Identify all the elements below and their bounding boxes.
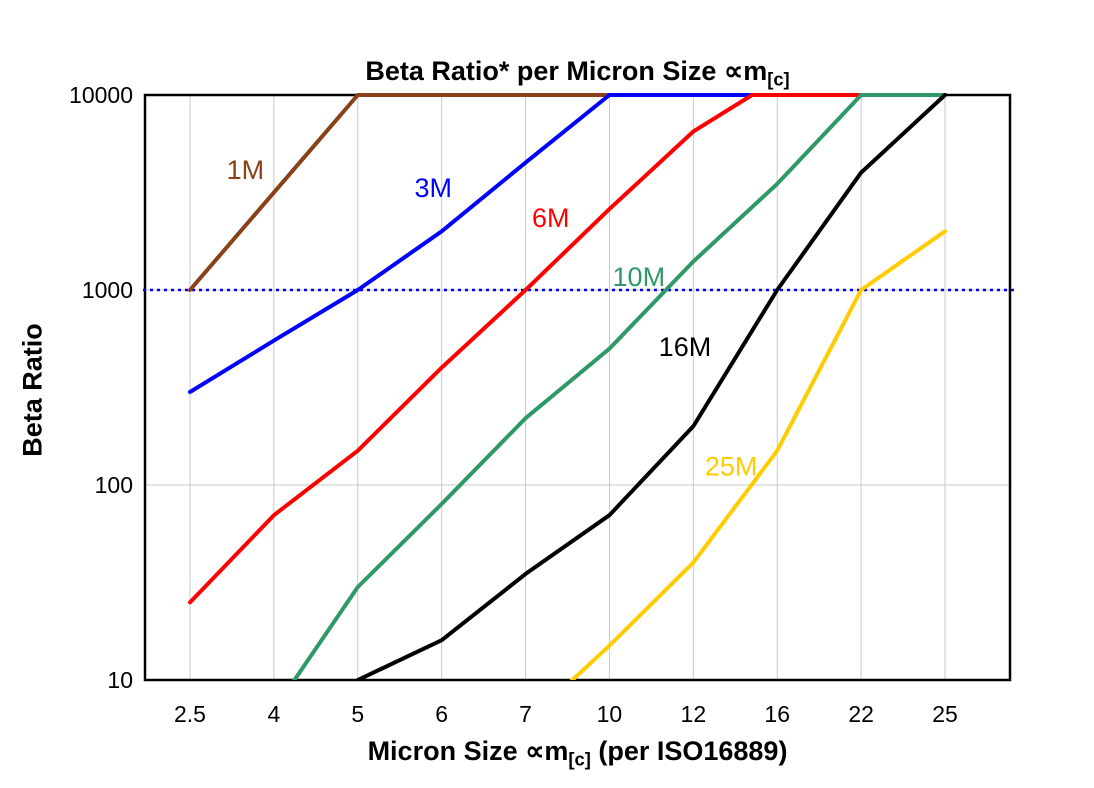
series-line-3M bbox=[188, 93, 947, 394]
x-axis-title-suffix: (per ISO16889) bbox=[590, 736, 788, 766]
x-tick-label-12: 12 bbox=[681, 701, 707, 727]
chart-title-text: Beta Ratio* per Micron Size ∝m bbox=[365, 56, 768, 86]
series-label-16M: 16M bbox=[659, 332, 712, 362]
x-tick-label-2.5: 2.5 bbox=[174, 701, 206, 727]
series-label-1M: 1M bbox=[227, 155, 265, 185]
series-label-10M: 10M bbox=[613, 262, 666, 292]
chart-title-subscript: [c] bbox=[767, 68, 790, 90]
x-tick-label-5: 5 bbox=[351, 701, 364, 727]
x-tick-label-10: 10 bbox=[597, 701, 623, 727]
y-tick-label-1000: 1000 bbox=[82, 277, 133, 303]
series-line-25M bbox=[569, 229, 947, 680]
series-label-6M: 6M bbox=[532, 203, 570, 233]
x-axis-title-subscript: [c] bbox=[568, 748, 591, 770]
y-tick-label-10: 10 bbox=[107, 667, 133, 693]
x-axis-title: Micron Size ∝m[c] (per ISO16889) bbox=[145, 736, 1010, 771]
plot-border bbox=[143, 93, 1012, 682]
chart-title: Beta Ratio* per Micron Size ∝m[c] bbox=[145, 56, 1010, 91]
series-line-6M bbox=[188, 93, 947, 605]
x-tick-label-6: 6 bbox=[435, 701, 448, 727]
series-label-25M: 25M bbox=[705, 451, 758, 481]
y-tick-label-100: 100 bbox=[95, 472, 133, 498]
x-tick-label-25: 25 bbox=[932, 701, 958, 727]
y-tick-label-10000: 10000 bbox=[69, 82, 133, 108]
x-tick-label-22: 22 bbox=[848, 701, 874, 727]
series-line-1M bbox=[188, 93, 612, 292]
x-tick-label-7: 7 bbox=[519, 701, 532, 727]
series-label-3M: 3M bbox=[415, 173, 453, 203]
x-tick-label-4: 4 bbox=[267, 701, 280, 727]
series-line-16M bbox=[355, 93, 947, 680]
series-line-10M bbox=[292, 93, 947, 680]
x-tick-label-16: 16 bbox=[764, 701, 790, 727]
x-axis-title-text: Micron Size ∝m bbox=[367, 736, 569, 766]
